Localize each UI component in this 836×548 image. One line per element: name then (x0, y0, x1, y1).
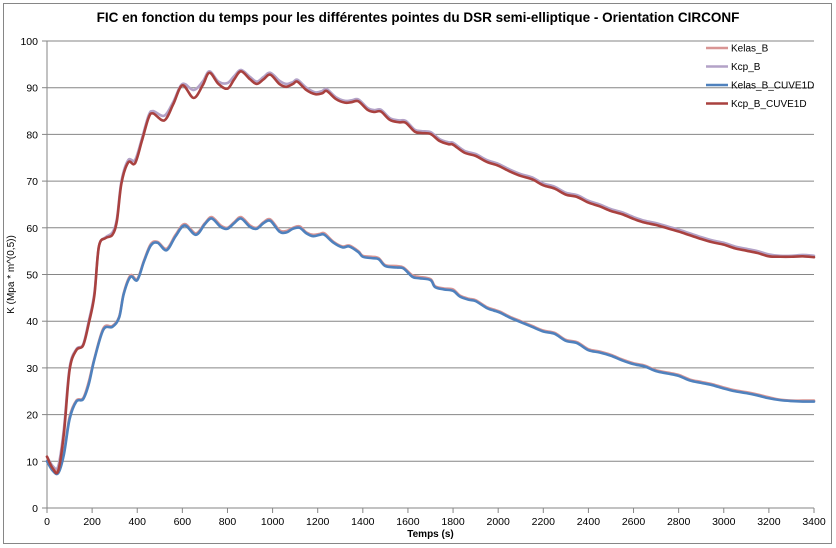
y-tick-label: 90 (26, 83, 38, 95)
y-tick-label: 0 (32, 503, 38, 515)
x-tick-label: 2800 (667, 516, 691, 528)
y-tick-label: 70 (26, 176, 38, 188)
legend-item-kcp-b: Kcp_B (706, 62, 761, 73)
x-tick-label: 2400 (577, 516, 601, 528)
series-line-kcp-b-cuve1d (45, 70, 816, 475)
x-tick-label: 0 (44, 516, 50, 528)
legend-label: Kelas_B (731, 44, 769, 55)
x-tick-label: 3000 (712, 516, 736, 528)
x-tick-label: 1600 (396, 516, 420, 528)
x-tick-label: 2000 (486, 516, 510, 528)
legend-item-kelas-b: Kelas_B (706, 44, 769, 55)
x-tick-label: 800 (219, 516, 237, 528)
x-tick-label: 3400 (802, 516, 826, 528)
y-tick-label: 60 (26, 223, 38, 235)
y-tick-label: 20 (26, 410, 38, 422)
x-tick-label: 400 (128, 516, 146, 528)
legend-item-kelas-b-cuve1d: Kelas_B_CUVE1D (706, 81, 814, 92)
y-tick-label: 80 (26, 129, 38, 141)
gridlines (47, 40, 814, 462)
x-tick-label: 200 (83, 516, 101, 528)
legend-item-kcp-b-cuve1d: Kcp_B_CUVE1D (706, 99, 807, 110)
x-tick-label: 1800 (441, 516, 465, 528)
y-tick-label: 100 (20, 36, 38, 48)
x-tick-label: 2200 (532, 516, 556, 528)
series-line-kelas-b-cuve1d (45, 217, 816, 476)
legend-label: Kcp_B (731, 62, 761, 73)
x-tick-label: 600 (174, 516, 192, 528)
y-tick-label: 30 (26, 363, 38, 375)
x-tick-label: 1000 (261, 516, 285, 528)
series-line-kelas-b (45, 215, 816, 473)
x-tick-label: 2600 (622, 516, 646, 528)
x-tick-label: 3200 (757, 516, 781, 528)
legend: Kelas_B Kcp_B Kelas_B_CUVE1D Kcp_B_CUVE1D (706, 44, 814, 110)
series-group (45, 68, 816, 476)
series-line-kcp-b (45, 68, 816, 471)
y-tick-label: 50 (26, 270, 38, 282)
y-tick-label: 10 (26, 456, 38, 468)
chart-title: FIC en fonction du temps pour les différ… (96, 10, 740, 25)
y-tick-label: 40 (26, 316, 38, 328)
x-tick-label: 1400 (351, 516, 375, 528)
legend-label: Kelas_B_CUVE1D (731, 81, 814, 92)
x-axis-title: Temps (s) (407, 529, 454, 540)
x-tick-label: 1200 (306, 516, 330, 528)
legend-label: Kcp_B_CUVE1D (731, 99, 807, 110)
y-axis-title: K (Mpa * m^(0,5)) (6, 235, 17, 314)
